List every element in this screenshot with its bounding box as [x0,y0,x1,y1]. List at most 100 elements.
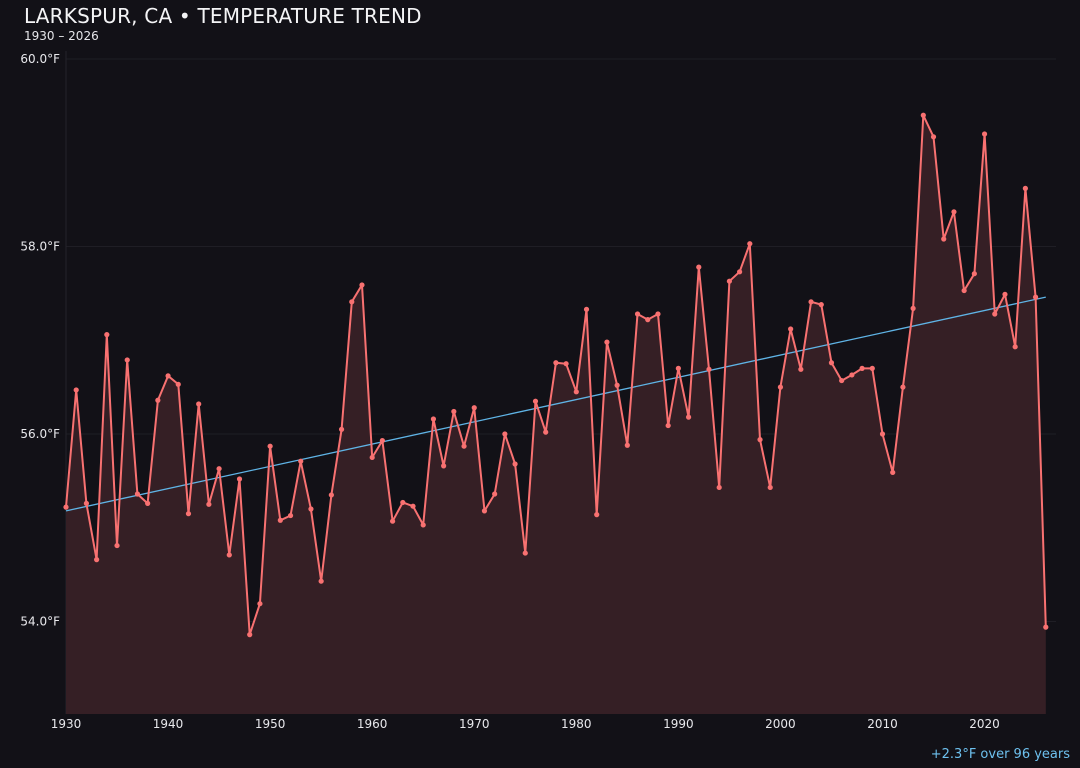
data-point [73,387,79,393]
data-point [318,578,324,584]
data-point [634,311,641,317]
data-point [1032,294,1039,300]
data-point [338,426,345,432]
data-point [257,601,263,607]
data-point [869,365,875,371]
x-tick-label: 1930 [51,717,82,731]
data-point [920,112,926,118]
data-point [175,381,181,387]
data-point [981,131,988,137]
data-point [808,299,814,305]
data-point [471,405,477,411]
data-point [369,454,375,461]
data-point [94,557,100,563]
data-point [512,461,518,467]
data-point [788,326,794,332]
data-point [1043,624,1049,630]
data-point [594,512,600,518]
data-point [83,500,90,506]
data-point [828,360,835,366]
data-point [665,422,671,429]
data-point [287,512,294,519]
data-point [389,518,396,524]
chart-title: LARKSPUR, CA • TEMPERATURE TREND [24,4,422,28]
data-point [298,458,304,464]
data-point [430,416,437,422]
data-point [349,299,355,305]
data-point [451,408,457,415]
data-point [992,311,998,317]
x-tick-label: 1960 [357,717,388,731]
data-point [461,443,467,449]
data-point [267,443,273,449]
data-point [890,469,896,476]
x-tick-label: 1950 [255,717,286,731]
x-tick-label: 2020 [969,717,1000,731]
data-point [206,501,212,507]
data-point [492,491,498,497]
data-point [155,397,161,403]
data-point [308,506,314,512]
trend-annotation: +2.3°F over 96 years [930,747,1070,762]
data-point [522,550,528,556]
data-point [277,517,283,523]
data-point [328,492,334,498]
data-point [63,504,69,510]
y-tick-label: 60.0°F [20,52,60,66]
data-point [359,282,365,288]
data-point [839,377,845,384]
data-point [951,209,957,215]
data-point [716,484,722,491]
data-point [859,365,865,371]
data-point [604,339,610,345]
data-point [1012,344,1018,350]
data-point [104,332,110,338]
data-point [410,503,416,509]
data-point [1022,185,1028,191]
x-tick-label: 2000 [765,717,796,731]
data-point [573,389,579,395]
data-point [532,398,539,404]
data-point [226,552,232,558]
data-point [247,632,253,638]
data-point [645,317,651,323]
trend-line [65,296,1046,512]
data-point [134,491,141,497]
data-point [971,271,977,277]
data-point [543,429,549,435]
data-point [196,401,202,407]
data-point [114,542,120,549]
data-point [675,365,681,371]
data-point [553,360,559,366]
data-point [145,500,151,506]
x-tick-label: 1970 [459,717,490,731]
data-point [502,431,508,437]
data-point [185,511,192,517]
data-point [563,361,569,367]
data-point [655,311,661,317]
data-point [165,373,171,379]
data-point [849,372,855,378]
data-point [614,382,620,388]
data-point [481,508,488,514]
data-point [930,134,937,140]
data-point [624,442,630,448]
data-point [696,264,702,270]
data-point [767,484,773,491]
data-point [910,305,916,311]
x-tick-label: 1980 [561,717,592,731]
data-point [379,437,385,444]
data-point [726,278,733,284]
data-point [879,431,886,437]
x-tick-label: 1990 [663,717,694,731]
data-point [441,463,447,469]
data-point [777,384,784,390]
data-point [124,357,130,363]
y-tick-label: 58.0°F [20,240,60,254]
data-point [216,466,222,472]
x-tick-label: 1940 [153,717,184,731]
data-point [757,437,763,443]
series-area-fill [66,115,1046,715]
data-point [818,302,824,308]
